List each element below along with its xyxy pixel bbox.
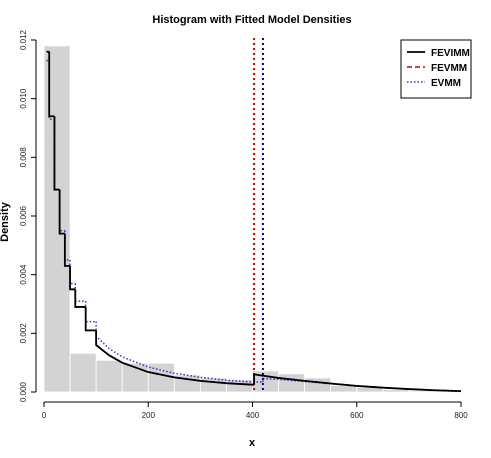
y-tick-label: 0.008	[19, 147, 28, 168]
histogram-bar	[278, 373, 306, 393]
density-curve-evmm	[95, 321, 263, 383]
density-curve-fevimm	[53, 116, 60, 191]
density-curve-evmm	[74, 283, 86, 302]
legend-box	[400, 39, 472, 99]
density-curve-fevimm	[58, 189, 65, 235]
legend: FEVIMM FEVMM EVMM	[400, 39, 472, 99]
x-tick-label: 800	[454, 411, 468, 420]
y-axis: 0.000 0.002 0.004 0.006 0.008 0.010 0.012	[19, 29, 37, 402]
density-curve-fevimm	[95, 330, 255, 386]
x-tick-label: 600	[350, 411, 364, 420]
histogram-bar	[43, 45, 71, 393]
legend-label-fevimm: FEVIMM	[431, 48, 470, 59]
density-curve-fevimm	[63, 233, 71, 267]
density-curve-fevimm	[69, 265, 76, 291]
x-axis-label: x	[249, 437, 256, 449]
x-tick-label: 200	[142, 411, 156, 420]
histogram-bar	[69, 352, 97, 393]
x-axis: 0 200 400 600 800	[42, 401, 468, 420]
y-tick-label: 0.000	[19, 381, 28, 402]
x-tick-label: 0	[42, 411, 47, 420]
y-tick-label: 0.012	[19, 29, 28, 50]
histogram-bars	[43, 45, 462, 393]
density-curve-fevimm	[74, 289, 86, 308]
histogram-bar	[382, 389, 410, 393]
y-tick-label: 0.006	[19, 205, 28, 226]
y-axis-label: Density	[0, 201, 11, 242]
legend-label-evmm: EVMM	[431, 78, 461, 89]
y-tick-label: 0.004	[19, 264, 28, 285]
density-curve-fevimm	[84, 306, 97, 332]
histogram-bar	[95, 359, 123, 393]
histogram-bar	[330, 385, 358, 393]
legend-label-fevmm: FEVMM	[431, 63, 467, 74]
y-tick-label: 0.010	[19, 88, 28, 109]
density-curves	[46, 50, 462, 393]
density-curve-fevmm	[74, 289, 86, 308]
density-curve-fevmm	[84, 306, 97, 332]
chart-title: Histogram with Fitted Model Densities	[152, 14, 351, 26]
histogram-bar	[304, 377, 332, 393]
x-tick-label: 400	[246, 411, 260, 420]
histogram-bar	[147, 362, 175, 393]
density-curve-evmm	[84, 301, 97, 323]
y-tick-label: 0.002	[19, 323, 28, 344]
density-curve-fevimm	[253, 373, 462, 393]
density-curve-fevimm	[48, 51, 55, 118]
threshold-lines	[253, 38, 264, 392]
